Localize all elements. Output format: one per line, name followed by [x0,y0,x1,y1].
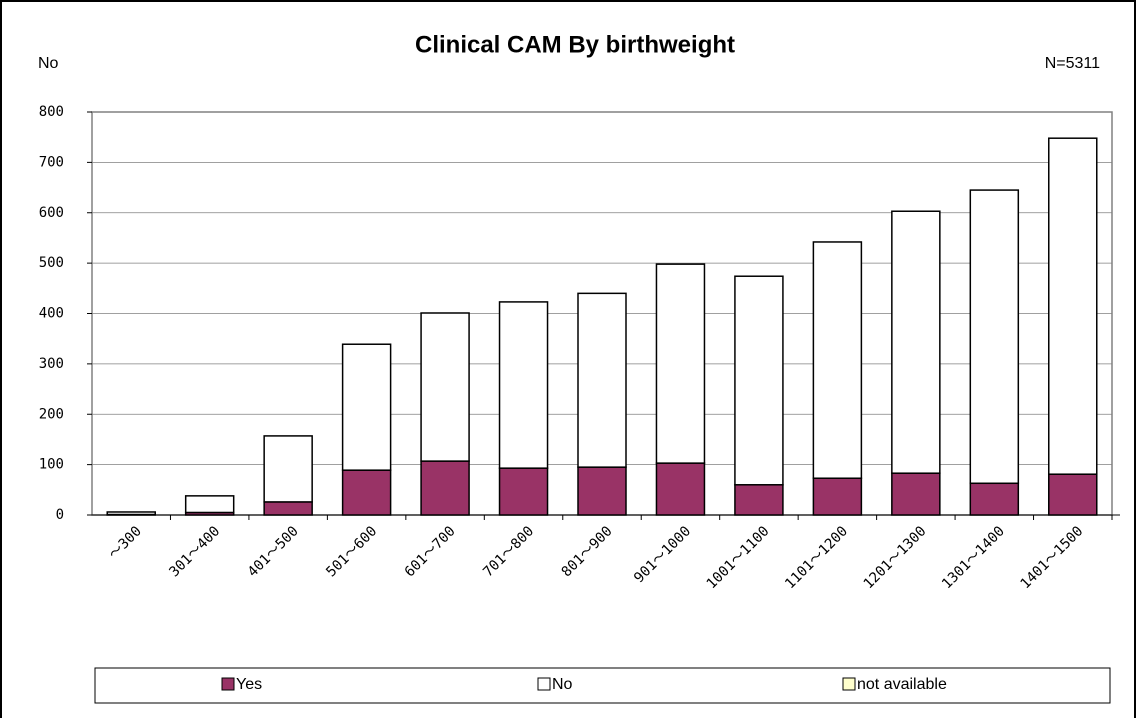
legend-swatch [221,677,235,691]
y-tick-label: 300 [39,356,64,372]
chart-title: Clinical CAM By birthweight [415,31,735,58]
bar-segment [734,275,784,486]
bar-segment [498,467,549,516]
bar-segment [969,189,1020,485]
y-tick-label: 100 [39,457,64,473]
x-tick-label: 501～600 [323,523,380,580]
bar-segment [420,460,470,516]
bar-segment [969,482,1020,516]
bar-segment [341,469,392,516]
bar-segment [263,435,313,503]
bar-segment [263,501,313,516]
bar-segment [184,495,235,514]
x-tick-label: 1401～1500 [1018,523,1087,592]
bar-segment [655,462,706,516]
bar-segment [655,263,706,464]
x-tick-label: 1201～1300 [861,523,930,592]
legend [94,667,1111,704]
x-tick-label: 401～500 [245,523,302,580]
legend-label: not available [857,676,947,693]
legend-label: Yes [236,676,262,693]
y-tick-label: 400 [39,306,64,322]
x-tick-label: 801～900 [559,523,616,580]
x-tick-label: 601～700 [402,523,459,580]
bar-segment [420,312,470,462]
legend-label: No [552,676,573,693]
bar-segment [1048,473,1098,516]
x-tick-label: ～300 [106,523,145,562]
legend-swatch [537,677,551,691]
bar-segment [812,241,863,479]
y-tick-label: 600 [39,205,64,221]
x-tick-label: 901～1000 [631,523,694,586]
legend-swatch [842,677,856,691]
x-tick-label: 1301～1400 [939,523,1008,592]
y-tick-label: 200 [39,406,64,422]
annotation: N=5311 [1045,55,1100,72]
x-tick-label: 1001～1100 [704,523,773,592]
x-tick-label: 701～800 [480,523,537,580]
bar-segment [498,301,549,469]
y-tick-label: 500 [39,255,64,271]
y-tick-label: 0 [56,507,64,523]
bar-segment [891,472,941,516]
x-tick-label: 1101～1200 [782,523,851,592]
bar-segment [341,343,392,471]
bar-segment [577,466,627,516]
x-tick-label: 301～400 [166,523,223,580]
bar-segment [577,292,627,468]
bar-segment [106,511,156,516]
bar-segment [812,477,863,516]
bar-segment [891,210,941,474]
bar-segment [734,484,784,516]
y-tick-label: 700 [39,154,64,170]
y-tick-label: 800 [39,104,64,120]
bar-segment [1048,137,1098,475]
y-axis-label: No [38,55,59,72]
